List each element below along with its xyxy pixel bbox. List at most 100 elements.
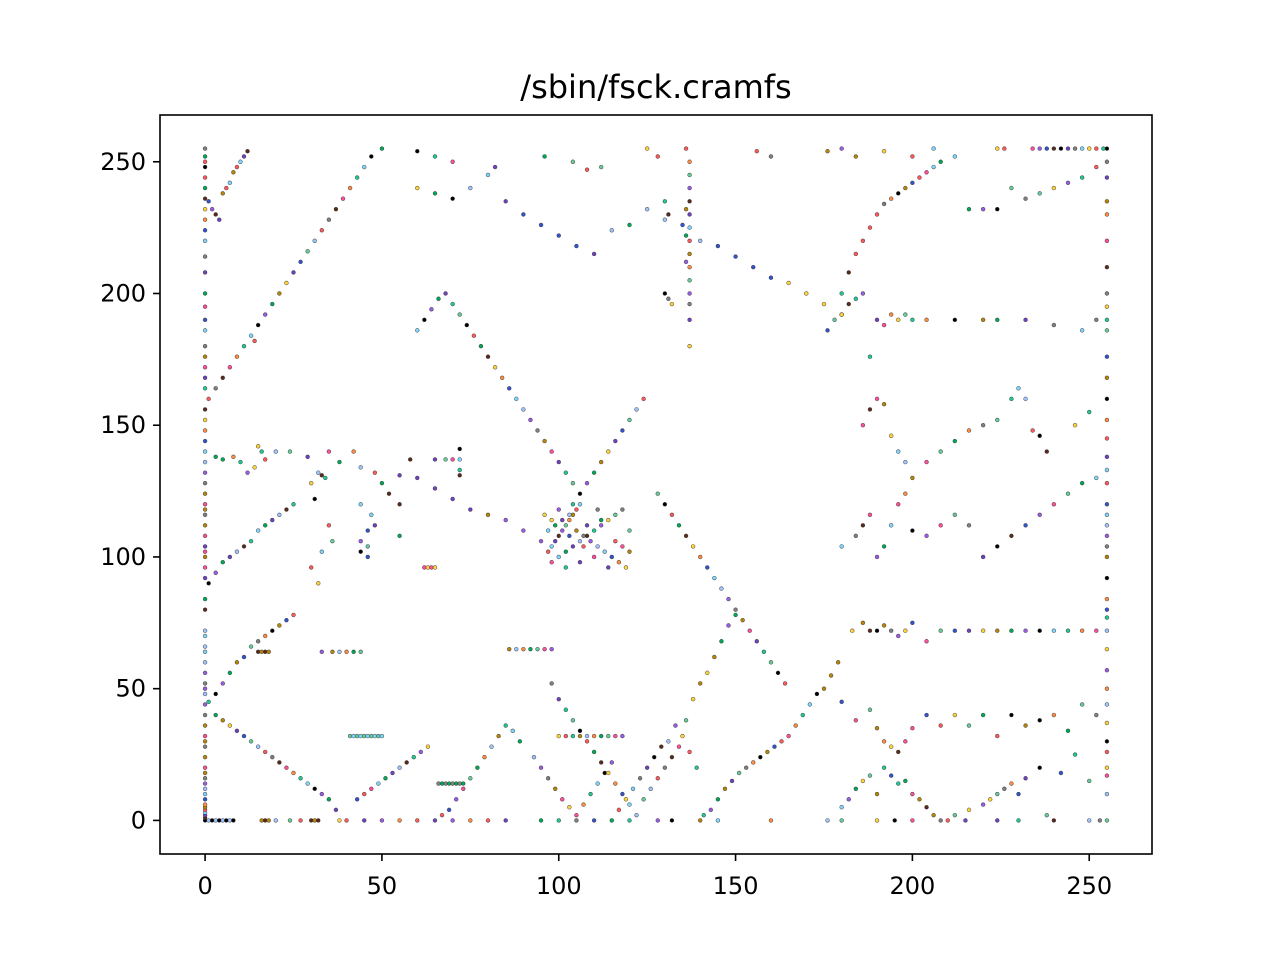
data-point <box>234 354 240 359</box>
data-point <box>1104 146 1110 151</box>
data-point <box>563 523 569 528</box>
data-point <box>305 454 310 460</box>
data-point <box>241 544 247 549</box>
data-point <box>545 549 551 554</box>
data-point <box>867 407 873 412</box>
data-point <box>652 754 657 760</box>
data-point <box>453 781 459 786</box>
data-point <box>980 802 986 807</box>
data-point <box>896 749 901 755</box>
data-point <box>273 818 279 823</box>
data-point <box>952 812 958 818</box>
data-point <box>659 744 664 749</box>
data-point <box>712 575 717 581</box>
data-point <box>291 502 296 507</box>
data-point <box>415 818 420 823</box>
data-point <box>255 744 261 749</box>
data-point <box>284 765 289 770</box>
data-point <box>620 733 625 739</box>
data-point <box>202 644 208 649</box>
data-point <box>606 733 611 739</box>
data-point <box>1079 175 1085 180</box>
data-point <box>217 217 222 222</box>
data-point <box>648 786 653 791</box>
data-point <box>620 791 625 797</box>
data-point <box>888 433 894 438</box>
data-point <box>298 776 303 781</box>
data-point <box>1023 317 1028 323</box>
data-point <box>209 818 215 823</box>
data-point <box>867 354 873 359</box>
data-point <box>719 639 724 644</box>
data-point <box>227 670 233 676</box>
data-point <box>358 549 363 554</box>
data-point <box>1104 159 1110 164</box>
data-point <box>1094 146 1099 151</box>
data-point <box>1037 512 1042 517</box>
data-point <box>676 744 682 749</box>
data-point <box>874 212 880 217</box>
data-point <box>577 733 583 739</box>
data-point <box>241 654 247 660</box>
data-point <box>365 733 370 739</box>
data-point <box>556 507 561 512</box>
data-point <box>241 343 247 349</box>
data-point <box>952 712 958 718</box>
data-point <box>376 733 381 739</box>
data-point <box>874 791 880 797</box>
data-point <box>259 649 264 654</box>
data-point <box>1104 818 1110 823</box>
data-point <box>609 818 614 823</box>
data-point <box>549 560 554 565</box>
data-point <box>1051 146 1057 151</box>
x-axis: 0 50 100 150 200 250 <box>197 854 1112 900</box>
data-point <box>202 343 208 349</box>
data-point <box>1002 786 1007 791</box>
data-point <box>1087 146 1092 151</box>
data-point <box>305 249 310 254</box>
data-point <box>202 565 208 570</box>
data-point <box>436 781 441 786</box>
data-point <box>220 191 225 196</box>
data-point <box>903 778 908 784</box>
data-point <box>202 238 208 244</box>
data-point <box>758 754 763 760</box>
data-point <box>1104 199 1110 204</box>
data-point <box>224 818 229 823</box>
data-point <box>591 528 597 533</box>
data-point <box>422 565 427 570</box>
data-point <box>1104 502 1110 507</box>
data-point <box>252 465 257 470</box>
data-point <box>308 565 314 570</box>
data-point <box>931 164 936 170</box>
data-point <box>319 649 324 654</box>
data-point <box>202 206 208 212</box>
data-point <box>248 739 254 744</box>
data-point <box>213 691 218 697</box>
data-point <box>358 502 363 507</box>
data-point <box>627 222 632 228</box>
data-point <box>995 206 1000 212</box>
data-point <box>751 264 756 270</box>
data-point <box>556 459 561 465</box>
data-point <box>853 718 859 723</box>
data-point <box>1104 554 1110 560</box>
data-point <box>376 781 381 786</box>
data-point <box>613 538 618 544</box>
data-point <box>627 417 632 423</box>
data-point <box>1094 475 1099 481</box>
data-point <box>202 702 208 707</box>
data-point <box>553 786 558 791</box>
data-point <box>202 291 208 296</box>
data-point <box>563 565 569 570</box>
data-point <box>687 278 692 283</box>
data-point <box>220 681 225 686</box>
data-point <box>507 646 512 652</box>
y-tick-label: 0 <box>131 806 146 834</box>
data-point <box>570 480 576 486</box>
data-point <box>903 628 908 633</box>
data-point <box>263 633 268 639</box>
data-point <box>485 354 491 359</box>
data-point <box>415 328 420 333</box>
data-point <box>726 596 731 602</box>
